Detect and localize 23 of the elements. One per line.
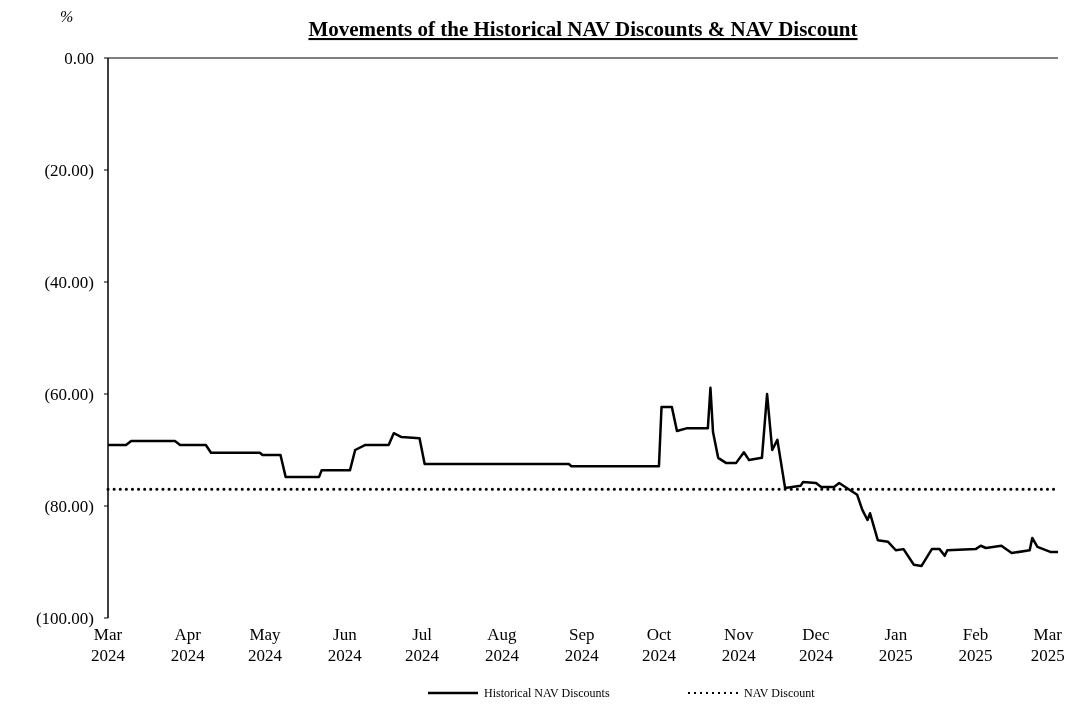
x-tick-label: Mar 2025: [1030, 625, 1065, 665]
x-tick-label: Nov 2024: [721, 625, 757, 665]
x-tick-label: Jul 2024: [405, 625, 440, 665]
x-tick-label: Jun 2024: [327, 625, 363, 665]
legend-label: NAV Discount: [744, 686, 816, 700]
x-tick-label: Aug 2024: [484, 625, 520, 665]
x-tick-label: Apr 2024: [170, 625, 206, 665]
y-axis-title: %: [60, 8, 74, 25]
y-tick-label: (100.00): [35, 608, 94, 628]
x-tick-label: May 2024: [248, 625, 283, 665]
y-tick-label: (20.00): [44, 160, 94, 180]
chart-title: Movements of the Historical NAV Discounts & NAV Discount: [308, 17, 858, 41]
legend-label: Historical NAV Discounts: [484, 686, 610, 700]
x-tick-label: Sep 2024: [564, 625, 600, 665]
x-tick-label: Oct 2024: [641, 625, 677, 665]
y-tick-label: 0.00: [64, 48, 94, 68]
y-tick-label: (40.00): [44, 272, 94, 292]
y-tick-label: (60.00): [44, 384, 94, 404]
y-tick-label: (80.00): [44, 496, 94, 516]
x-tick-label: Mar 2024: [91, 625, 126, 665]
x-tick-label: Jan 2025: [878, 625, 913, 665]
x-tick-label: Dec 2024: [798, 625, 834, 665]
x-tick-label: Feb 2025: [958, 625, 993, 665]
